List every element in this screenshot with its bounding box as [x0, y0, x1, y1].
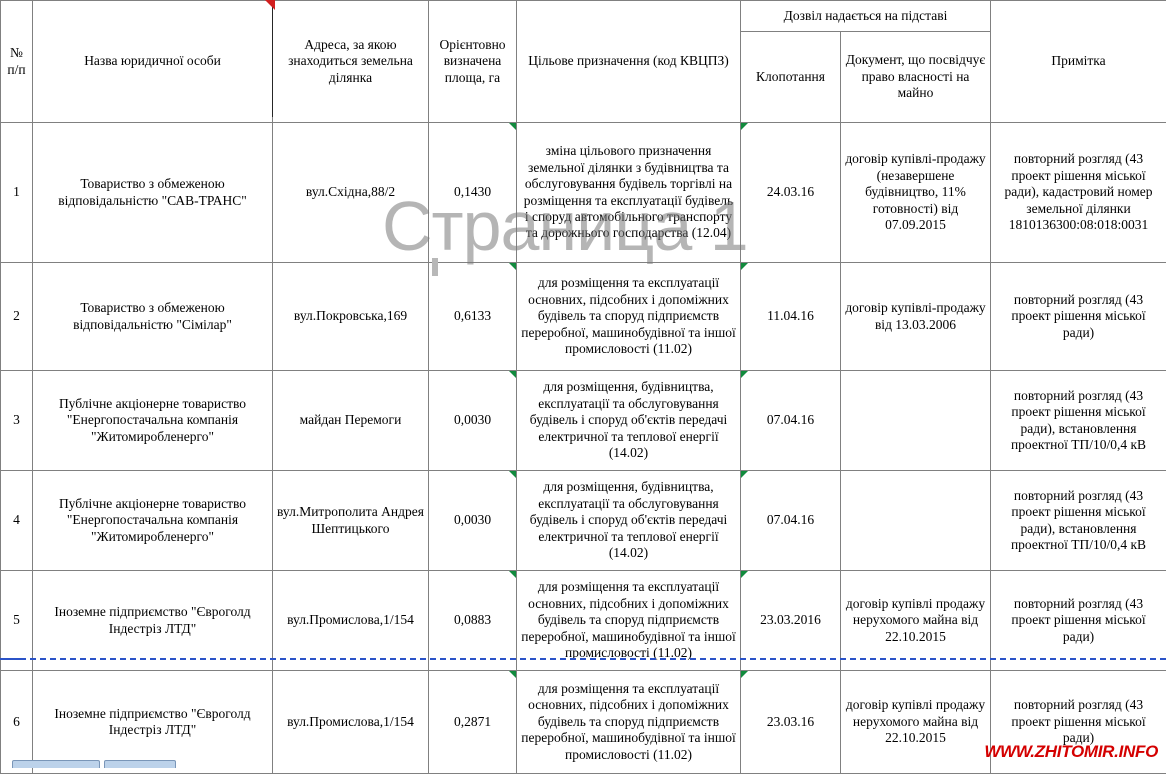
- cell-legal-entity-name: Публічне акціонерне товариство "Енергопо…: [33, 371, 273, 471]
- cell-ownership-document: [841, 471, 991, 571]
- cell-area: 0,0883: [429, 571, 517, 671]
- cell-petition: 11.04.16: [741, 263, 841, 371]
- sheet-tab[interactable]: [104, 760, 176, 768]
- cell-address: вул.Митрополита Андрея Шептицького: [273, 471, 429, 571]
- cell-legal-entity-name: Товариство з обмеженою відповідальністю …: [33, 263, 273, 371]
- comment-marker-red-icon[interactable]: [265, 0, 275, 10]
- cell-ownership-document: договір купівлі продажу нерухомого майна…: [841, 571, 991, 671]
- header-cell-ownership-document: Документ, що посвідчує право власності н…: [841, 32, 991, 123]
- header-cell-purpose: Цільове призначення (код КВЦПЗ): [517, 1, 741, 123]
- cell-legal-entity-name: Іноземне підприємство "Євроголд Індестрі…: [33, 571, 273, 671]
- cell-address: вул.Промислова,1/154: [273, 571, 429, 671]
- header-row-top: № п/п Назва юридичної особи Адреса, за я…: [1, 1, 1166, 32]
- cell-note: повторний розгляд (43 проект рішення міс…: [991, 263, 1166, 371]
- table-row[interactable]: 4 Публічне акціонерне товариство "Енерго…: [1, 471, 1166, 571]
- cell-area: 0,2871: [429, 671, 517, 774]
- cell-note: повторний розгляд (43 проект рішення міс…: [991, 571, 1166, 671]
- cell-address: майдан Перемоги: [273, 371, 429, 471]
- header-number-line2: п/п: [5, 62, 28, 78]
- cell-number: 5: [1, 571, 33, 671]
- page-break-line: [0, 658, 1166, 660]
- cell-area: 0,1430: [429, 123, 517, 263]
- cell-ownership-document: договір купівлі-продажу (незавершене буд…: [841, 123, 991, 263]
- sheet-tab-strip[interactable]: [0, 761, 1166, 768]
- cell-note: повторний розгляд (43 проект рішення міс…: [991, 371, 1166, 471]
- header-cell-petition: Клопотання: [741, 32, 841, 123]
- header-number-line1: №: [5, 45, 28, 61]
- cell-area: 0,6133: [429, 263, 517, 371]
- cell-legal-entity-name: Публічне акціонерне товариство "Енергопо…: [33, 471, 273, 571]
- cell-number: 3: [1, 371, 33, 471]
- scroll-artifact-block: [432, 258, 438, 276]
- cell-purpose: для розміщення та експлуатації основних,…: [517, 671, 741, 774]
- header-cell-note: Примітка: [991, 1, 1166, 123]
- cell-ownership-document: договір купівлі-продажу від 13.03.2006: [841, 263, 991, 371]
- header-cell-number: № п/п: [1, 1, 33, 123]
- cell-petition: 07.04.16: [741, 471, 841, 571]
- table-row[interactable]: 2 Товариство з обмеженою відповідальніст…: [1, 263, 1166, 371]
- cell-purpose: для розміщення та експлуатації основних,…: [517, 263, 741, 371]
- column-divider-line: [272, 0, 273, 117]
- cell-note: повторний розгляд (43 проект рішення міс…: [991, 471, 1166, 571]
- cell-legal-entity-name: Іноземне підприємство "Євроголд Індестрі…: [33, 671, 273, 774]
- sheet-tab[interactable]: [12, 760, 100, 768]
- cell-number: 2: [1, 263, 33, 371]
- table-row[interactable]: 5 Іноземне підприємство "Євроголд Індест…: [1, 571, 1166, 671]
- site-watermark: WWW.ZHITOMIR.INFO: [984, 742, 1158, 762]
- cell-petition: 23.03.16: [741, 671, 841, 774]
- header-cell-legal-entity-name: Назва юридичної особи: [33, 1, 273, 123]
- table-body: 1 Товариство з обмеженою відповідальніст…: [1, 123, 1166, 774]
- cell-purpose: для розміщення, будівництва, експлуатаці…: [517, 471, 741, 571]
- cell-purpose: зміна цільового призначення земельної ді…: [517, 123, 741, 263]
- cell-petition: 24.03.16: [741, 123, 841, 263]
- cell-number: 6: [1, 671, 33, 774]
- cell-address: вул.Східна,88/2: [273, 123, 429, 263]
- cell-area: 0,0030: [429, 371, 517, 471]
- header-cell-area: Орієнтовно визначена площа, га: [429, 1, 517, 123]
- cell-ownership-document: договір купівлі продажу нерухомого майна…: [841, 671, 991, 774]
- table-row[interactable]: 1 Товариство з обмеженою відповідальніст…: [1, 123, 1166, 263]
- page-break-line-cap: [0, 658, 20, 660]
- cell-purpose: для розміщення та експлуатації основних,…: [517, 571, 741, 671]
- table-header: № п/п Назва юридичної особи Адреса, за я…: [1, 1, 1166, 123]
- cell-address: вул.Промислова,1/154: [273, 671, 429, 774]
- cell-purpose: для розміщення, будівництва, експлуатаці…: [517, 371, 741, 471]
- cell-number: 1: [1, 123, 33, 263]
- cell-petition: 07.04.16: [741, 371, 841, 471]
- header-cell-address: Адреса, за якою знаходиться земельна діл…: [273, 1, 429, 123]
- table-row[interactable]: 3 Публічне акціонерне товариство "Енерго…: [1, 371, 1166, 471]
- cell-address: вул.Покровська,169: [273, 263, 429, 371]
- cell-area: 0,0030: [429, 471, 517, 571]
- cell-number: 4: [1, 471, 33, 571]
- cell-ownership-document: [841, 371, 991, 471]
- cell-legal-entity-name: Товариство з обмеженою відповідальністю …: [33, 123, 273, 263]
- cell-petition: 23.03.2016: [741, 571, 841, 671]
- header-cell-permit-basis-group: Дозвіл надається на підставі: [741, 1, 991, 32]
- cell-note: повторний розгляд (43 проект рішення міс…: [991, 123, 1166, 263]
